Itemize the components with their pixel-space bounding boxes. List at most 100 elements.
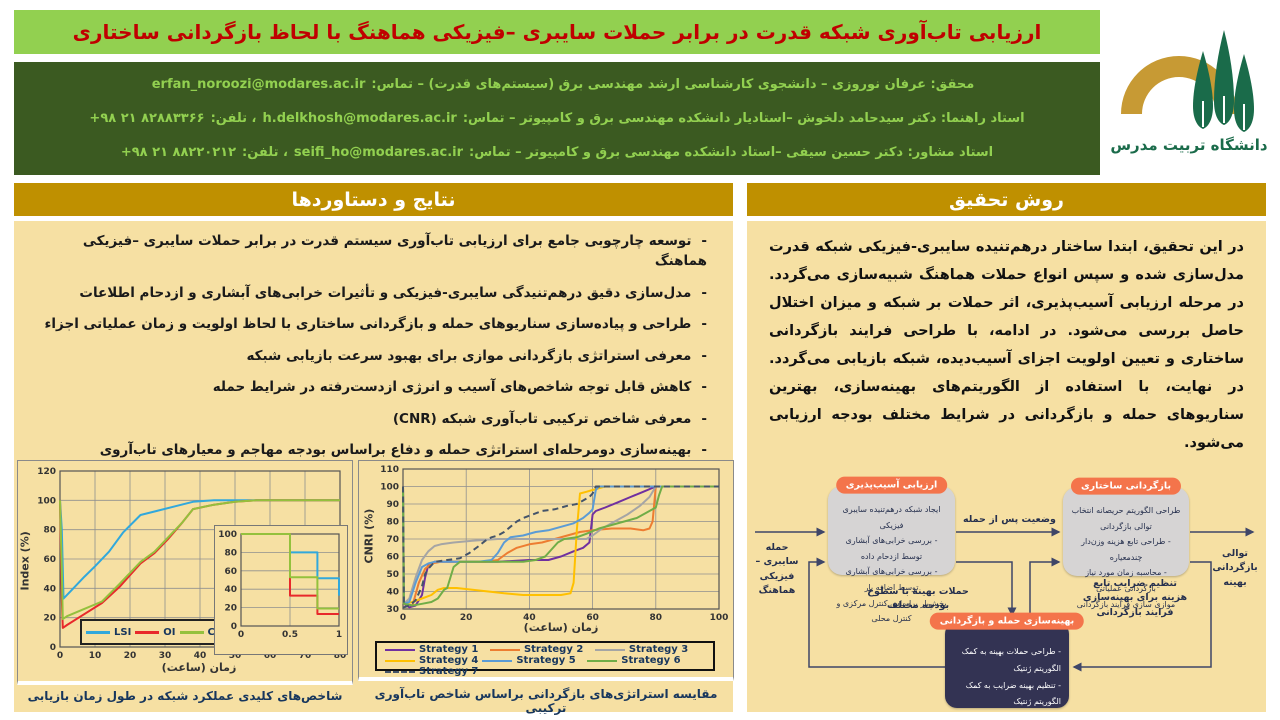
supervisor-line: استاد راهنما: دکتر سیدحامد دلخوش –استادی… (14, 111, 1100, 126)
legend-line-swatch (489, 648, 520, 651)
legend-item: Strategy 6 (583, 655, 688, 666)
legend-label: Strategy 1 (419, 644, 479, 655)
flow-label-after-attack: وضعیت پس از حمله (963, 514, 1056, 525)
legend-item: Strategy 4 (381, 655, 478, 666)
poster-title: ارزیابی تاب‌آوری شبکه قدرت در برابر حملا… (72, 20, 1042, 44)
svg-text:100: 100 (380, 483, 399, 493)
svg-text:90: 90 (386, 500, 399, 510)
legend-line-swatch (385, 648, 415, 651)
university-logo (1104, 6, 1274, 176)
svg-text:40: 40 (386, 588, 399, 598)
flow-label-attack-input: حمله سایبری – فیزیکی هماهنگ (755, 542, 799, 596)
legend-line-swatch (179, 630, 204, 634)
legend-item: OI (131, 626, 176, 638)
svg-text:120: 120 (37, 467, 56, 477)
flow-box-vulnerability-title: ارزیابی آسیب‌پذیری (835, 476, 948, 494)
svg-text:40: 40 (523, 613, 536, 623)
advisor-line: استاد مشاور: دکتر حسین سیفی –استاد دانشک… (14, 145, 1100, 160)
svg-text:80: 80 (43, 526, 56, 536)
advisor-text: استاد مشاور: دکتر حسین سیفی –استاد دانشک… (469, 144, 994, 160)
svg-text:0.5: 0.5 (282, 630, 298, 640)
flow-label-output: توالی بازگردانی بهینه (1212, 548, 1258, 588)
legend-item: Strategy 7 (381, 666, 486, 677)
svg-text:70: 70 (299, 651, 312, 661)
bullet-item: مدل‌سازی دقیق درهم‌تنیدگی سایبری-فیزیکی … (30, 283, 707, 303)
svg-text:20: 20 (124, 651, 137, 661)
supervisor-phone: +۹۸ ۲۱ ۸۲۸۸۳۳۶۶ (89, 110, 205, 126)
info-bar: محقق: عرفان نوروزی – دانشجوی کارشناسی ار… (14, 62, 1100, 175)
chart2-xlabel: زمان (ساعت) (523, 621, 599, 634)
legend-label: OI (163, 626, 176, 638)
svg-text:80: 80 (386, 518, 399, 528)
legend-item: Strategy 5 (478, 655, 583, 666)
advisor-email: seifi_ho@modares.ac.ir (293, 144, 463, 160)
svg-text:1: 1 (336, 630, 342, 640)
svg-text:0: 0 (400, 613, 406, 623)
flow-arrows (755, 527, 1255, 672)
bullet-item: توسعه چارچوبی جامع برای ارزیابی تاب‌آوری… (30, 231, 707, 271)
legend-line-swatch (86, 630, 110, 634)
legend-label: Strategy 4 (419, 655, 479, 666)
logo-graphic (1121, 30, 1254, 132)
legend-label: Strategy 5 (516, 655, 576, 666)
svg-text:100: 100 (218, 530, 237, 540)
advisor-phone: +۹۸ ۲۱ ۸۸۲۲۰۲۱۲ (120, 144, 237, 160)
figure2-caption: مقایسه استراتژی‌های بازگردانی براساس شاخ… (374, 687, 718, 715)
legend-line-swatch (587, 659, 618, 662)
flow-box-optimization: بهینه‌سازی حمله و بازگردانی - طراحی حملا… (929, 612, 1085, 708)
svg-text:30: 30 (159, 651, 172, 661)
legend-label: Strategy 3 (628, 644, 689, 655)
bullet-item: طراحی و پیاده‌سازی سناریوهای حمله و بازگ… (30, 314, 707, 334)
svg-text:80: 80 (224, 548, 237, 558)
figure-strategy-chart: 0 20 40 60 80 100 30 40 50 60 70 80 90 100 110 CNRI (%… (358, 460, 734, 681)
flow-box-optimization-lines: - طراحی حملات بهینه به کمک الگوریتم ژنتی… (961, 647, 1061, 707)
flow-box-restoration-title: بازگردانی ساختاری (1070, 477, 1182, 495)
supervisor-email: h.delkhosh@modares.ac.ir (262, 110, 457, 126)
figure1-caption: شاخص‌های کلیدی عملکرد شبکه در طول زمان ب… (27, 689, 343, 703)
svg-text:60: 60 (43, 555, 56, 565)
legend-item: Strategy 3 (591, 644, 696, 655)
svg-text:0: 0 (231, 622, 237, 632)
chart1-legend: LSIOICNRI (80, 619, 235, 645)
svg-text:0: 0 (57, 651, 63, 661)
title-bar: ارزیابی تاب‌آوری شبکه قدرت در برابر حملا… (14, 10, 1100, 54)
svg-text:60: 60 (586, 613, 599, 623)
svg-text:40: 40 (194, 651, 207, 661)
researcher-text: محقق: عرفان نوروزی – دانشجوی کارشناسی ار… (371, 77, 975, 93)
svg-text:30: 30 (386, 605, 399, 615)
bullet-item: معرفی استراتژی بازگردانی موازی برای بهبو… (30, 346, 707, 366)
svg-text:60: 60 (386, 553, 399, 563)
flow-box-restoration: بازگردانی ساختاری طراحی الگوریتم حریصانه… (1063, 477, 1189, 609)
logo-calligraphy: دانشگاه تربیت مدرس (1110, 136, 1268, 154)
legend-label: LSI (114, 626, 132, 638)
chart1-inset: 0 0.5 1 0 20 40 60 80 100 (214, 525, 348, 655)
inset-chart-svg: 0 0.5 1 0 20 40 60 80 100 (218, 530, 342, 640)
method-header: روش تحقیق (747, 183, 1266, 216)
figure-index-chart: 0 10 20 30 40 50 60 70 80 0 20 40 60 80 100 120 Index (… (17, 460, 353, 685)
svg-text:100: 100 (37, 496, 56, 506)
legend-label: Strategy 2 (523, 644, 584, 655)
flow-label-left-loop: حملات بهینه با سطوح بودجه مختلف (867, 586, 969, 612)
cypress-trees-icon (1193, 30, 1254, 132)
svg-text:40: 40 (224, 585, 237, 595)
svg-text:10: 10 (89, 651, 102, 661)
results-bullet-list: توسعه چارچوبی جامع برای ارزیابی تاب‌آوری… (14, 231, 733, 472)
results-header-title: نتایج و دستاوردها (291, 188, 456, 211)
bullet-item: معرفی شاخص ترکیبی تاب‌آوری شبکه (CNR) (30, 409, 707, 429)
svg-text:50: 50 (229, 651, 242, 661)
svg-text:80: 80 (650, 613, 663, 623)
svg-text:20: 20 (460, 613, 473, 623)
svg-text:50: 50 (386, 570, 399, 580)
legend-line-swatch (385, 670, 415, 673)
svg-text:0: 0 (238, 630, 244, 640)
legend-item: LSI (82, 627, 131, 638)
svg-text:60: 60 (264, 651, 277, 661)
legend-label: Strategy 7 (419, 666, 479, 677)
svg-text:20: 20 (224, 604, 237, 614)
method-flowchart: ارزیابی آسیب‌پذیری ایجاد شبکه درهم‌تنیده… (747, 455, 1266, 712)
legend-line-swatch (385, 659, 415, 662)
svg-text:20: 20 (43, 614, 56, 624)
svg-text:80: 80 (334, 651, 347, 661)
